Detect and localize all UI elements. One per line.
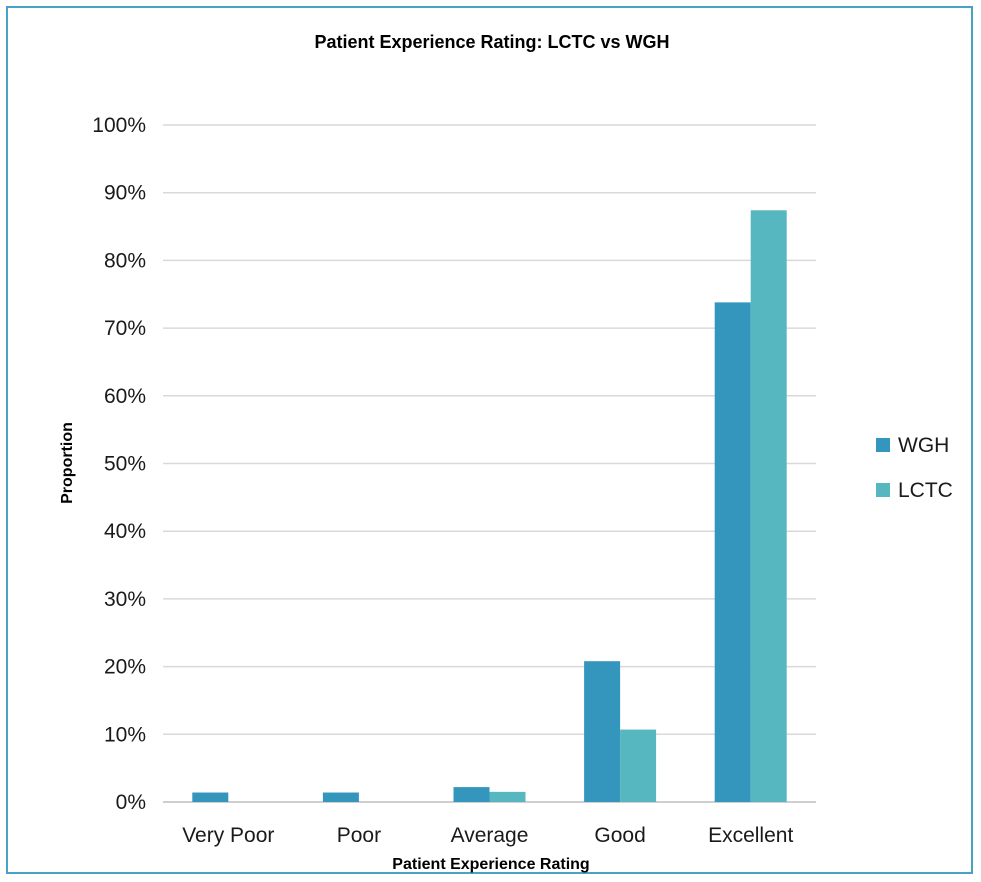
bar-wgh-very-poor [192,792,229,802]
x-category-label: Average [451,824,529,847]
y-axis-ticks: 0% 10% 20% 30% 40% 50% 60% 70% 80% 90% 100% [92,114,146,814]
y-tick-label: 20% [104,656,146,679]
y-tick-label: 100% [92,114,146,137]
chart-frame [6,6,973,874]
bar-wgh-average [453,787,490,802]
x-axis-categories: Very Poor Poor Average Good Excellent [182,824,793,847]
bar-lctc-average [489,791,526,802]
x-category-label: Poor [337,824,381,847]
gridlines [163,124,816,803]
bar-wgh-excellent [714,302,751,802]
y-tick-label: 40% [104,520,146,543]
legend-label-lctc: LCTC [898,479,953,502]
bar-wgh-good [584,661,621,802]
bar-wgh-poor [322,792,359,802]
x-category-label: Good [594,824,645,847]
x-category-label: Excellent [708,824,793,847]
bar-lctc-excellent [750,210,787,802]
bar-lctc-good [620,729,657,802]
y-axis-title: Proportion [59,422,76,504]
bars [192,210,787,802]
y-tick-label: 70% [104,317,146,340]
legend-swatch-wgh [876,438,890,452]
y-tick-label: 80% [104,249,146,272]
legend-swatch-lctc [876,483,890,497]
y-tick-label: 30% [104,588,146,611]
legend-label-wgh: WGH [898,434,949,457]
y-tick-label: 50% [104,453,146,476]
chart-title: Patient Experience Rating: LCTC vs WGH [314,32,669,52]
y-tick-label: 90% [104,182,146,205]
x-axis-title: Patient Experience Rating [392,856,589,873]
y-tick-label: 0% [116,791,146,814]
y-tick-label: 10% [104,723,146,746]
x-category-label: Very Poor [182,824,274,847]
y-tick-label: 60% [104,385,146,408]
legend: WGH LCTC [876,434,953,502]
